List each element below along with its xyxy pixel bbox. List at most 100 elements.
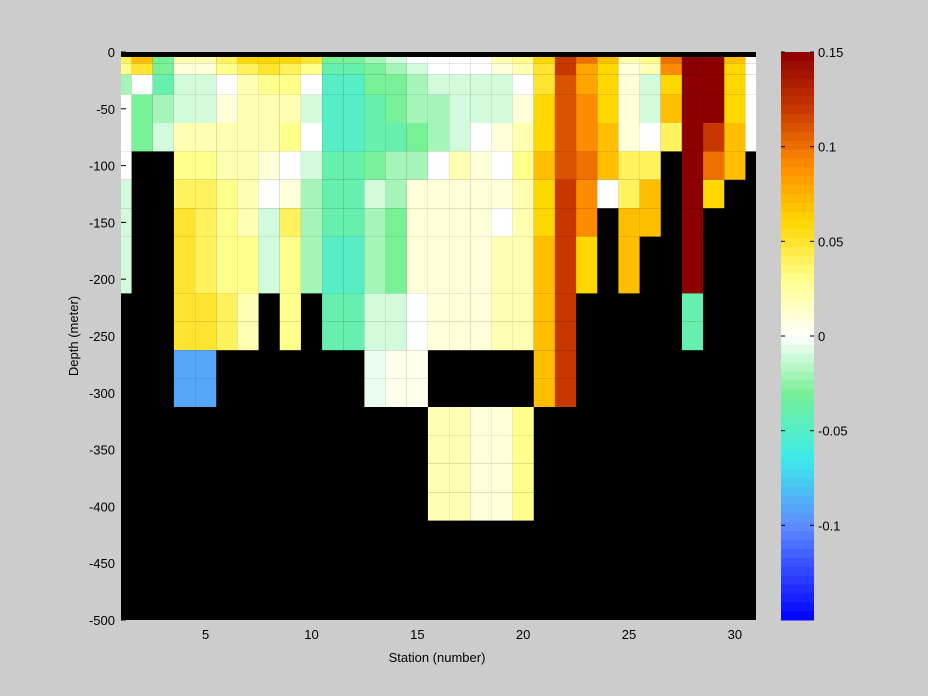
heatmap-cell (406, 94, 428, 123)
heatmap-cell (597, 179, 619, 209)
y-tick-label: -400 (89, 499, 115, 514)
heatmap-cell (554, 63, 577, 75)
heatmap-cell (681, 293, 704, 322)
colorbar-segment (781, 327, 814, 337)
heatmap-cell (554, 52, 577, 64)
heatmap-cell (121, 179, 132, 209)
heatmap-cell (554, 236, 577, 265)
heatmap-cell (343, 265, 365, 294)
colorbar-segment (781, 478, 814, 488)
heatmap-cell (364, 151, 386, 180)
heatmap-cell (258, 179, 280, 209)
heatmap-cell (533, 321, 555, 351)
heatmap-cell (512, 407, 534, 436)
heatmap-cell (121, 52, 132, 64)
colorbar-segment (781, 495, 814, 506)
heatmap-cell (343, 123, 365, 152)
heatmap-cell (491, 236, 513, 265)
heatmap-cell (427, 52, 450, 64)
heatmap-cell (449, 463, 471, 493)
heatmap-cell (279, 179, 301, 209)
heatmap-cell (216, 74, 238, 95)
heatmap-cell (681, 123, 704, 152)
heatmap-cell (364, 350, 386, 379)
heatmap-cell (322, 63, 344, 75)
heatmap-cell (406, 74, 428, 95)
heatmap-cell (427, 179, 450, 209)
heatmap-cell (279, 94, 301, 123)
colorbar-segment (781, 433, 814, 443)
heatmap-cell (364, 378, 386, 407)
colorbar-segment (781, 167, 814, 177)
heatmap-cell (449, 179, 471, 209)
colorbar-segment (781, 149, 814, 159)
heatmap-cell (449, 407, 471, 436)
heatmap-cell (491, 63, 513, 75)
heatmap-cell (237, 179, 259, 209)
colorbar-segment (781, 451, 814, 461)
heatmap-cell (385, 321, 407, 351)
colorbar-segment (781, 353, 814, 364)
heatmap-cell (121, 208, 132, 237)
heatmap-cell (449, 208, 471, 237)
heatmap-cell (491, 179, 513, 209)
heatmap-cell (300, 208, 323, 237)
heatmap-cell (745, 52, 756, 64)
heatmap-cell (216, 94, 238, 123)
heatmap-cell (279, 321, 301, 351)
heatmap-cell (703, 94, 725, 123)
heatmap-cell (173, 74, 196, 95)
heatmap-cell (173, 236, 196, 265)
heatmap-cell (491, 94, 513, 123)
heatmap-cell (512, 265, 534, 294)
heatmap-cell (449, 492, 471, 521)
heatmap-cell (639, 74, 661, 95)
heatmap-cell (576, 74, 598, 95)
heatmap-cell (322, 151, 344, 180)
heatmap-cell (406, 350, 428, 379)
heatmap-cell (385, 74, 407, 95)
heatmap-cell (385, 293, 407, 322)
heatmap-cell (173, 378, 196, 407)
heatmap-cell (554, 208, 577, 237)
heatmap-cell (597, 94, 619, 123)
heatmap-cell (512, 293, 534, 322)
heatmap-cell (385, 179, 407, 209)
heatmap-cell (195, 94, 217, 123)
heatmap-cell (279, 123, 301, 152)
heatmap-cell (639, 52, 661, 64)
heatmap-cell (322, 179, 344, 209)
heatmap-cell (258, 265, 280, 294)
heatmap-cell (406, 293, 428, 322)
heatmap-cell (258, 236, 280, 265)
heatmap-cell (554, 179, 577, 209)
x-axis-label: Station (number) (389, 650, 486, 665)
heatmap-cell (554, 151, 577, 180)
heatmap-cell (364, 123, 386, 152)
heatmap-cell (121, 236, 132, 265)
heatmap-cell (343, 179, 365, 209)
colorbar-segment (781, 362, 814, 372)
heatmap-cell (533, 265, 555, 294)
heatmap-cell (470, 435, 492, 464)
heatmap-cell (406, 123, 428, 152)
heatmap-cell (216, 123, 238, 152)
heatmap-cell (427, 74, 450, 95)
heatmap-cell (533, 293, 555, 322)
colorbar-segment (781, 460, 814, 470)
heatmap-cell (364, 208, 386, 237)
heatmap-cell (173, 293, 196, 322)
heatmap-cell (216, 151, 238, 180)
heatmap-cell (300, 63, 323, 75)
heatmap-cell (639, 208, 661, 237)
heatmap-cell (618, 236, 640, 265)
heatmap-cell (512, 435, 534, 464)
colorbar-segment (781, 123, 814, 133)
heatmap-cell (660, 123, 682, 152)
heatmap-cell (364, 265, 386, 294)
heatmap-cell (131, 63, 153, 75)
heatmap-cell (512, 208, 534, 237)
heatmap-cell (512, 123, 534, 152)
heatmap-cell (152, 63, 174, 75)
heatmap-cell (554, 123, 577, 152)
